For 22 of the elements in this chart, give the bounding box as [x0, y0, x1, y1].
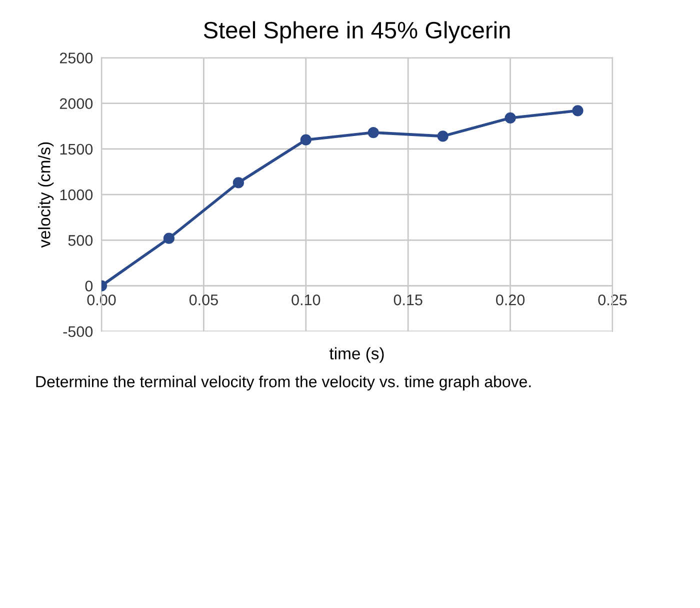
y-tick-label: 0: [85, 280, 93, 292]
x-axis-title: time (s): [329, 347, 384, 363]
y-tick-label: 500: [68, 235, 93, 246]
x-tick-label: 0.15: [394, 294, 422, 306]
point: [504, 112, 516, 124]
point: [437, 130, 448, 142]
point: [232, 177, 244, 188]
y-tick-label: 2000: [60, 98, 93, 110]
y-tick-label: -500: [63, 326, 93, 338]
point: [572, 105, 584, 116]
point: [163, 232, 175, 244]
y-tick-label: 1000: [60, 189, 93, 200]
point: [300, 134, 312, 146]
y-tick-label: 2500: [60, 52, 93, 64]
x-tick-label: 0.10: [292, 294, 320, 306]
x-tick-label: 0.05: [189, 294, 218, 306]
x-tick-label: 0.20: [496, 294, 525, 306]
y-axis-title: velocity (cm/s): [38, 142, 54, 248]
y-tick-label: 1500: [60, 144, 93, 155]
point: [368, 126, 379, 138]
chart-title: Steel Sphere in 45% Glycerin: [204, 21, 510, 44]
text: Determine the terminal velocity from the velocity vs. time graph above.: [36, 376, 531, 390]
